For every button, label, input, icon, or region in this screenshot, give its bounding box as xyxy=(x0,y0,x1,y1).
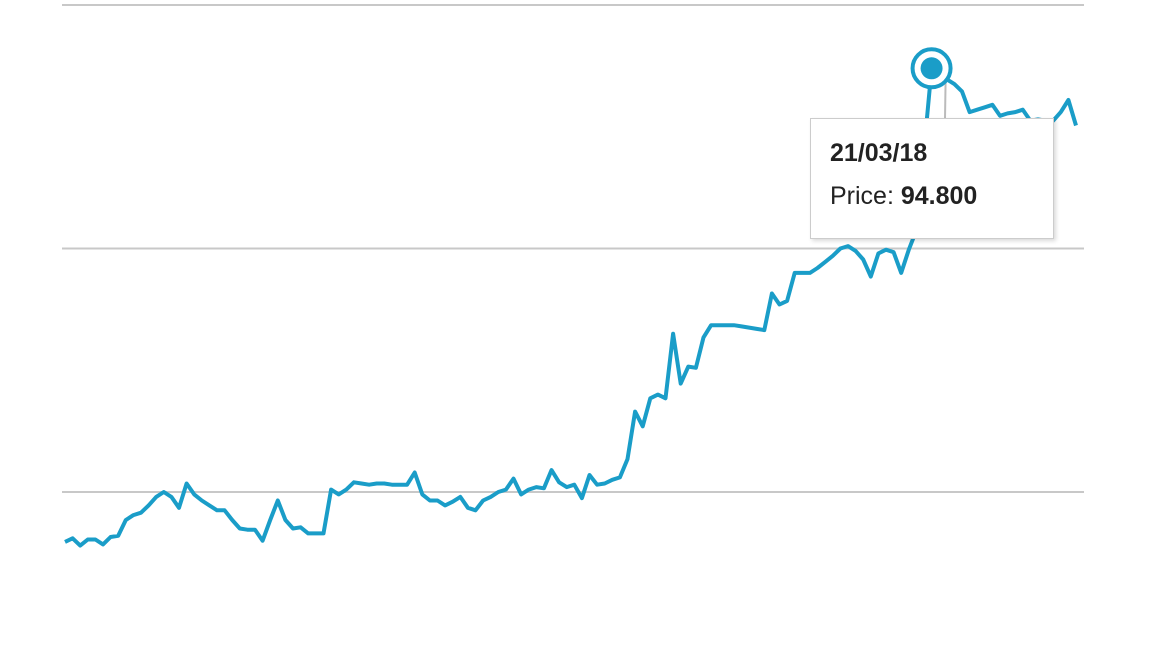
tooltip: 21/03/18 Price: 94.800 xyxy=(810,118,1054,239)
tooltip-price-row: Price: 94.800 xyxy=(830,182,1053,211)
tooltip-price-label: Price: xyxy=(830,182,894,210)
hover-point[interactable] xyxy=(920,57,943,80)
tooltip-connector xyxy=(944,82,947,120)
price-series-line[interactable] xyxy=(64,66,1078,548)
tooltip-price-value: 94.800 xyxy=(900,182,978,210)
tooltip-date: 21/03/18 xyxy=(830,139,928,167)
gridlines xyxy=(62,4,1084,493)
